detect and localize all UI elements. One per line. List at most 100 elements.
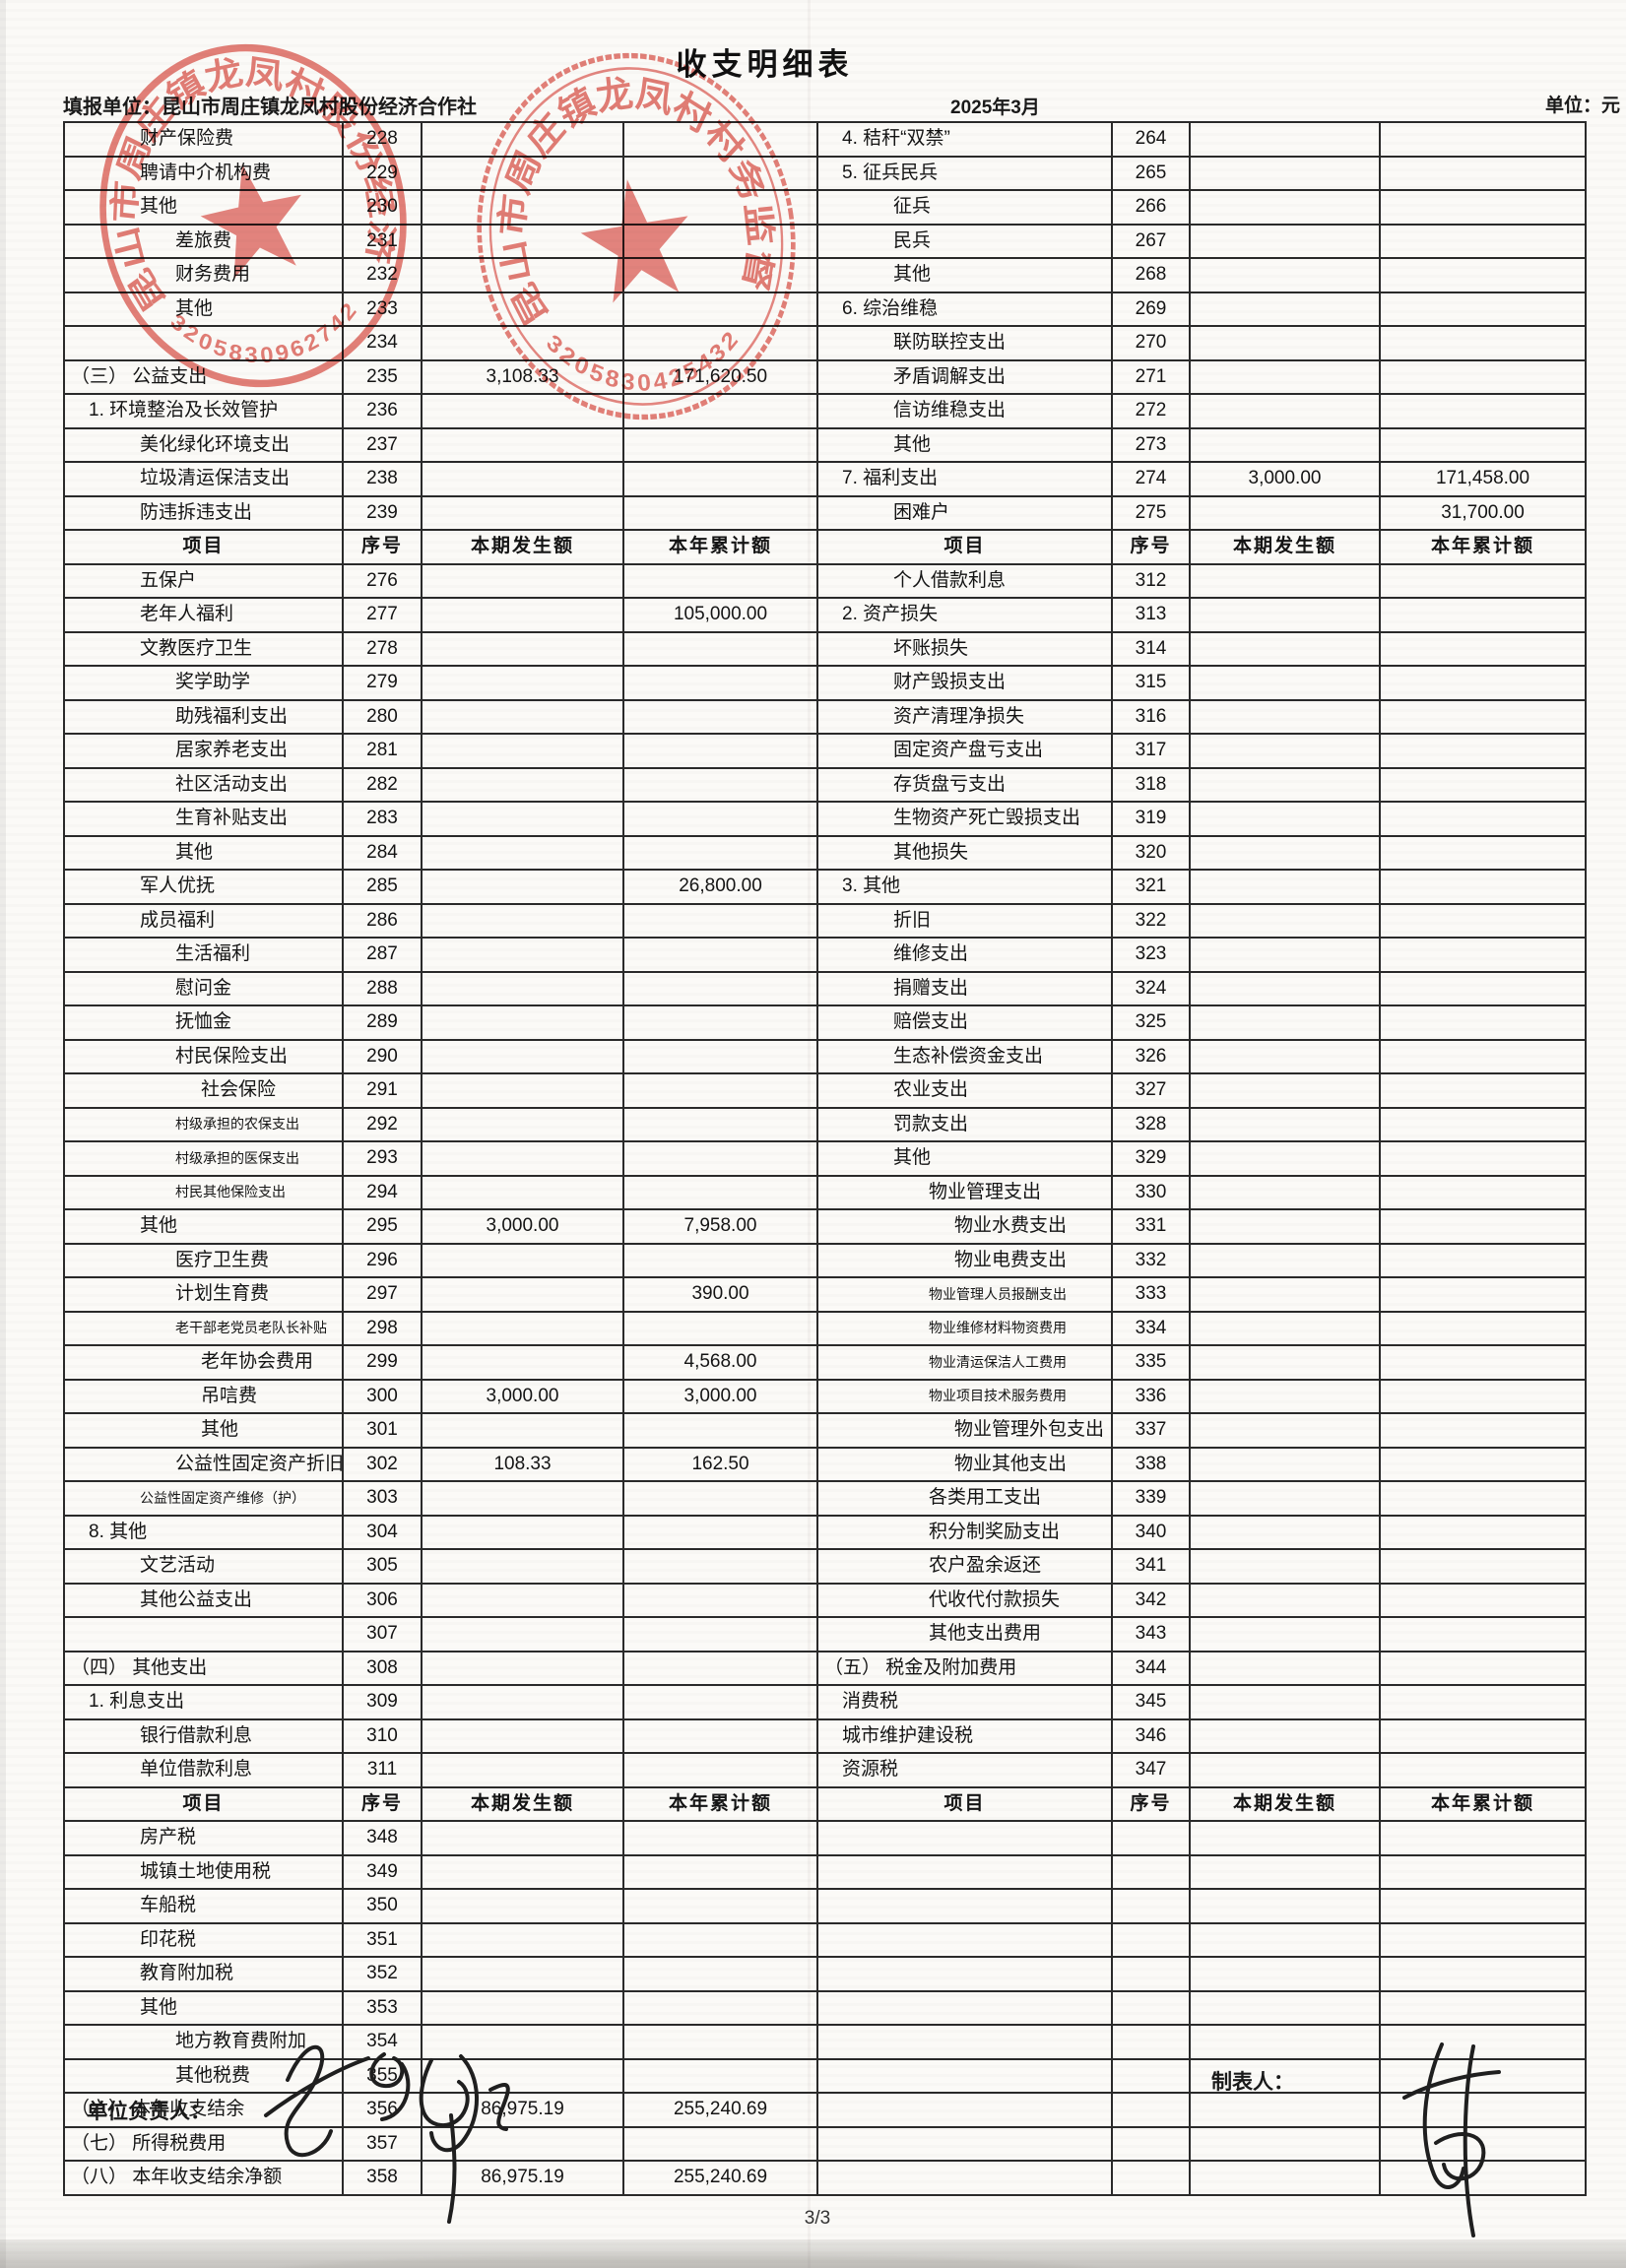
item-label-cell: 财务费用: [63, 257, 344, 293]
item-label-cell: 车船税: [63, 1888, 344, 1924]
item-label-cell: （八） 本年收支结余净额: [63, 2160, 344, 2196]
table-row: 吊唁费 300 3,000.00 3,000.00 物业项目技术服务费用 336: [63, 1378, 1587, 1414]
amount-current-cell: [1189, 1853, 1381, 1890]
item-label-cell: 印花税: [63, 1921, 344, 1958]
item-label-cell: 折旧: [816, 902, 1113, 939]
amount-ytd-cell: 26,800.00: [622, 869, 818, 905]
table-row: 其他公益支出 306 代收代付款损失 342: [63, 1582, 1587, 1618]
item-label-cell: 资源税: [816, 1752, 1113, 1788]
seq-cell: 228: [342, 121, 423, 158]
amount-ytd-cell: [1379, 766, 1587, 803]
amount-ytd-cell: [622, 1106, 818, 1142]
amount-current-cell: [1189, 121, 1381, 158]
seq-cell: 299: [342, 1344, 423, 1381]
seq-cell: 353: [342, 1989, 423, 2026]
item-label-cell: 居家养老支出: [63, 733, 344, 769]
amount-ytd-cell: [1379, 562, 1587, 599]
seq-cell: 304: [342, 1514, 423, 1550]
amount-current-cell: [1189, 665, 1381, 701]
seq-cell: 281: [342, 733, 423, 769]
seq-cell: 294: [342, 1174, 423, 1210]
amount-current-cell: [1189, 223, 1381, 259]
table-row: 财务费用 232 其他 268: [63, 257, 1587, 293]
scan-edge-shadow: [0, 2239, 1626, 2268]
seq-cell: 296: [342, 1242, 423, 1278]
column-header-cell: 本年累计额: [622, 1785, 818, 1822]
item-label-cell: 银行借款利息: [63, 1717, 344, 1754]
seq-cell: [1111, 1888, 1191, 1924]
amount-current-cell: [1189, 630, 1381, 667]
table-row: 医疗卫生费 296 物业电费支出 332: [63, 1242, 1587, 1278]
item-label-cell: 计划生育费: [63, 1276, 344, 1313]
amount-ytd-cell: [622, 2125, 818, 2162]
amount-ytd-cell: [622, 1921, 818, 1958]
seq-cell: 231: [342, 223, 423, 259]
amount-current-cell: [1189, 834, 1381, 871]
seq-cell: 229: [342, 155, 423, 191]
amount-ytd-cell: 255,240.69: [622, 2160, 818, 2196]
amount-current-cell: [421, 1752, 624, 1788]
amount-ytd-cell: [1379, 1208, 1587, 1245]
seq-cell: 272: [1111, 393, 1191, 429]
amount-current-cell: [421, 1989, 624, 2026]
amount-ytd-cell: [1379, 121, 1587, 158]
seq-cell: 274: [1111, 461, 1191, 497]
amount-current-cell: [421, 1853, 624, 1890]
amount-current-cell: [421, 461, 624, 497]
item-label-cell: 征兵: [816, 189, 1113, 226]
amount-current-cell: [1189, 2092, 1381, 2128]
amount-current-cell: [1189, 1616, 1381, 1652]
amount-current-cell: [421, 1650, 624, 1686]
amount-current-cell: [421, 393, 624, 429]
seq-cell: 329: [1111, 1140, 1191, 1177]
table-row: 生育补贴支出 283 生物资产死亡毁损支出 319: [63, 801, 1587, 837]
amount-current-cell: [421, 1004, 624, 1041]
expense-detail-table-wrap: 财产保险费 228 4. 秸秆“双禁” 264 聘请中介机构费 229 5. 征兵民兵 265…: [63, 121, 1587, 2196]
seq-cell: 308: [342, 1650, 423, 1686]
item-label-cell: 老年协会费用: [63, 1344, 344, 1381]
amount-current-cell: [1189, 325, 1381, 361]
seq-cell: 295: [342, 1208, 423, 1245]
seq-cell: 289: [342, 1004, 423, 1041]
amount-current-cell: [421, 937, 624, 973]
table-row: 8. 其他 304 积分制奖励支出 340: [63, 1514, 1587, 1550]
item-label-cell: 村级承担的医保支出: [63, 1140, 344, 1177]
amount-ytd-cell: [622, 1038, 818, 1074]
item-label-cell: [816, 1853, 1113, 1890]
amount-current-cell: [421, 1956, 624, 1992]
item-label-cell: 赔偿支出: [816, 1004, 1113, 1041]
table-row: 村民其他保险支出 294 物业管理支出 330: [63, 1174, 1587, 1210]
seq-cell: 350: [342, 1888, 423, 1924]
amount-current-cell: [1189, 1921, 1381, 1958]
amount-ytd-cell: [622, 461, 818, 497]
amount-current-cell: [1189, 937, 1381, 973]
amount-current-cell: [1189, 2057, 1381, 2094]
amount-current-cell: [1189, 869, 1381, 905]
column-header-cell: 本年累计额: [1379, 529, 1587, 565]
amount-ytd-cell: [1379, 698, 1587, 735]
seq-cell: 358: [342, 2160, 423, 2196]
seq-cell: 309: [342, 1684, 423, 1720]
amount-current-cell: [421, 766, 624, 803]
item-label-cell: 奖学助学: [63, 665, 344, 701]
amount-ytd-cell: [622, 223, 818, 259]
item-label-cell: [816, 1888, 1113, 1924]
item-label-cell: 社会保险: [63, 1072, 344, 1109]
amount-current-cell: [1189, 1106, 1381, 1142]
amount-ytd-cell: [622, 801, 818, 837]
amount-current-cell: [421, 426, 624, 463]
seq-cell: 322: [1111, 902, 1191, 939]
item-label-cell: [63, 325, 344, 361]
seq-cell: [1111, 1921, 1191, 1958]
amount-ytd-cell: [622, 1650, 818, 1686]
amount-current-cell: [421, 1412, 624, 1449]
amount-current-cell: [1189, 801, 1381, 837]
amount-current-cell: [1189, 2160, 1381, 2196]
seq-cell: 292: [342, 1106, 423, 1142]
seq-cell: 312: [1111, 562, 1191, 599]
table-row: 单位借款利息 311 资源税 347: [63, 1752, 1587, 1788]
amount-current-cell: [421, 733, 624, 769]
amount-ytd-cell: [622, 1412, 818, 1449]
amount-ytd-cell: [1379, 1276, 1587, 1313]
item-label-cell: [816, 2057, 1113, 2094]
